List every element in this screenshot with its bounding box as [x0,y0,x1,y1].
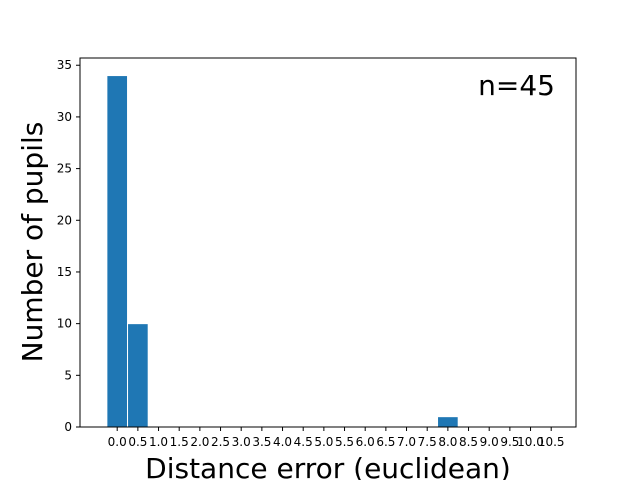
ticks-layer: 0.0 0.5 1.0 1.5 2.0 2.5 3.0 3.5 4.0 4.5 5.0 5.5 6.0 6… [57,58,565,449]
x-tick-label: 10.0 [517,435,544,449]
histogram-bar [127,323,149,428]
y-tick-label: 20 [57,213,72,227]
x-tick-label: 3.0 [232,435,251,449]
y-axis-title: Number of pupils [16,122,49,363]
y-tick-label: 30 [57,110,72,124]
x-tick-label: 9.5 [500,435,519,449]
bars-layer [106,75,459,428]
x-tick-label: 7.0 [397,435,416,449]
x-tick-label: 5.5 [335,435,354,449]
histogram-bar [106,75,129,428]
histogram-bar [437,416,459,428]
x-tick-label: 8.0 [438,435,457,449]
plot-frame [79,57,577,428]
x-tick-label: 10.5 [538,435,565,449]
x-tick-label: 9.0 [480,435,499,449]
x-axis-title: Distance error (euclidean) [145,452,511,480]
x-tick-label: 1.0 [149,435,168,449]
x-tick-label: 7.5 [418,435,437,449]
y-tick-label: 35 [57,58,72,72]
x-tick-label: 1.5 [170,435,189,449]
y-tick-label: 5 [64,368,72,382]
x-tick-label: 2.5 [211,435,230,449]
x-tick-label: 0.0 [108,435,127,449]
x-tick-label: 3.5 [252,435,271,449]
x-tick-label: 6.0 [356,435,375,449]
x-tick-label: 5.0 [314,435,333,449]
y-tick-label: 25 [57,162,72,176]
sample-size-annotation: n=45 [478,69,555,102]
y-tick-label: 0 [64,420,72,434]
x-tick-label: 6.5 [376,435,395,449]
x-tick-label: 4.0 [273,435,292,449]
x-tick-label: 8.5 [459,435,478,449]
axes-layer [79,57,577,428]
y-tick-label: 15 [57,265,72,279]
y-tick-label: 10 [57,317,72,331]
x-tick-label: 2.0 [190,435,209,449]
x-tick-label: 4.5 [294,435,313,449]
x-tick-label: 0.5 [128,435,147,449]
